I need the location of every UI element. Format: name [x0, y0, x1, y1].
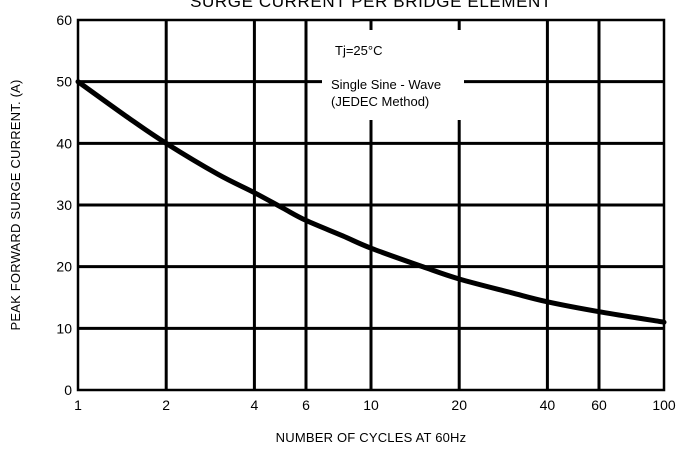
x-tick-label: 20 — [451, 397, 467, 413]
x-tick-label: 40 — [540, 397, 556, 413]
y-tick-label: 20 — [56, 259, 72, 275]
y-tick-label: 0 — [64, 382, 72, 398]
annotation-waveform: Single Sine - Wave — [331, 77, 441, 92]
x-tick-label: 100 — [652, 397, 676, 413]
x-axis-ticks: 1 2 4 6 10 20 40 60 100 — [74, 397, 676, 413]
y-axis-title: PEAK FORWARD SURGE CURRENT. (A) — [8, 79, 23, 330]
x-tick-label: 6 — [302, 397, 310, 413]
x-tick-label: 4 — [251, 397, 259, 413]
y-tick-label: 50 — [56, 74, 72, 90]
surge-current-curve — [75, 79, 667, 325]
chart-title: SURGE CURRENT PER BRIDGE ELEMENT — [190, 0, 552, 11]
x-tick-label: 10 — [363, 397, 379, 413]
annotation-background — [322, 30, 464, 120]
y-tick-label: 60 — [56, 12, 72, 28]
annotation-temperature: Tj=25°C — [335, 43, 382, 58]
x-axis-title: NUMBER OF CYCLES AT 60Hz — [276, 430, 467, 445]
y-tick-label: 30 — [56, 197, 72, 213]
y-tick-label: 10 — [56, 320, 72, 336]
x-tick-label: 2 — [162, 397, 170, 413]
plot-frame — [76, 18, 666, 392]
y-tick-label: 40 — [56, 135, 72, 151]
x-tick-label: 60 — [591, 397, 607, 413]
x-tick-label: 1 — [74, 397, 82, 413]
y-axis-ticks: 0 10 20 30 40 50 60 — [56, 12, 72, 398]
annotation-method: (JEDEC Method) — [331, 94, 429, 109]
